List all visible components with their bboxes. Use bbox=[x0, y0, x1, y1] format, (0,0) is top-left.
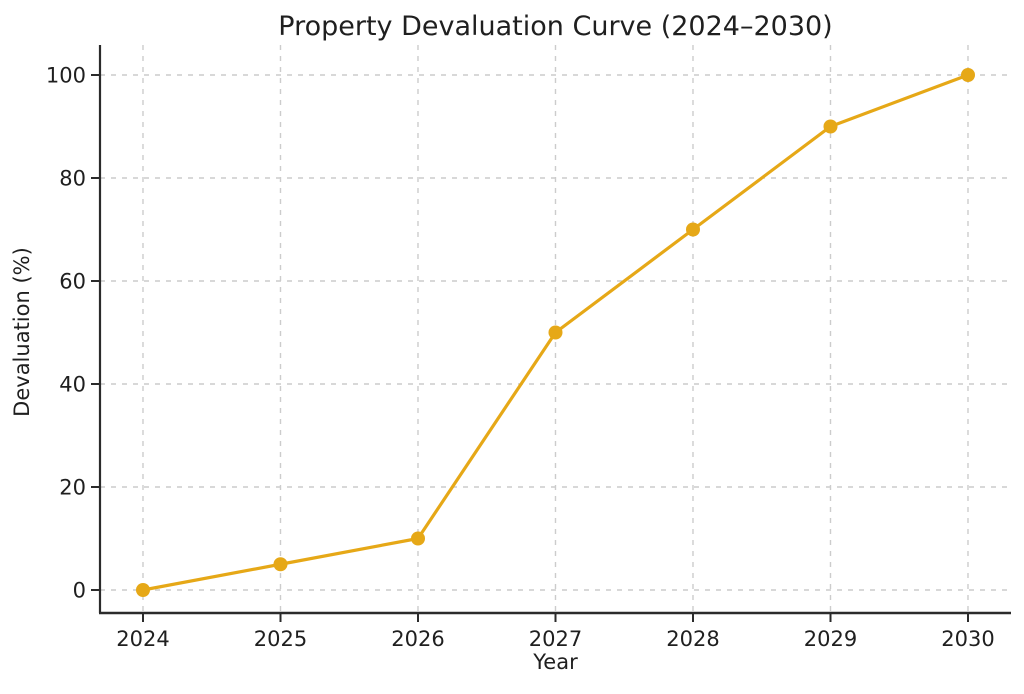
x-tick-label: 2028 bbox=[666, 627, 719, 651]
x-tick-label: 2024 bbox=[116, 627, 169, 651]
x-tick-label: 2029 bbox=[804, 627, 857, 651]
y-tick-label: 20 bbox=[59, 476, 86, 500]
y-axis-label: Devaluation (%) bbox=[10, 247, 34, 417]
chart-title: Property Devaluation Curve (2024–2030) bbox=[278, 11, 833, 42]
data-point bbox=[136, 583, 150, 597]
y-tick-label: 60 bbox=[59, 270, 86, 294]
data-point bbox=[823, 119, 838, 134]
x-tick-label: 2025 bbox=[254, 627, 307, 651]
data-point bbox=[273, 557, 288, 572]
x-tick-label: 2030 bbox=[941, 627, 994, 651]
y-tick-label: 40 bbox=[59, 373, 86, 397]
data-point bbox=[686, 222, 700, 237]
x-tick-label: 2027 bbox=[529, 627, 582, 651]
data-point bbox=[961, 68, 975, 82]
data-point bbox=[411, 531, 425, 546]
y-tick-label: 100 bbox=[46, 64, 86, 88]
y-tick-label: 80 bbox=[59, 167, 86, 191]
y-tick-label: 0 bbox=[73, 579, 86, 603]
x-axis-label: Year bbox=[533, 650, 578, 674]
x-tick-label: 2026 bbox=[391, 627, 444, 651]
data-point bbox=[548, 325, 563, 340]
